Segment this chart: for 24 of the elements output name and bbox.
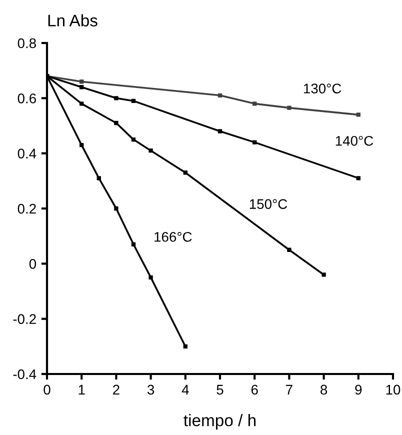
series-label: 140°C <box>336 136 374 146</box>
x-tick-label: 4 <box>182 384 189 394</box>
x-tick-label: 8 <box>320 384 328 395</box>
x-axis-title: tiempo / h <box>184 414 256 430</box>
y-tick-label: 0 <box>29 259 36 269</box>
x-tick-label: 1 <box>78 384 85 394</box>
x-tick-label: 5 <box>216 384 224 395</box>
x-tick-label: 3 <box>147 384 154 395</box>
y-tick-label: 0.2 <box>18 204 36 214</box>
series-label: 130°C <box>304 84 342 94</box>
x-tick-label: 0 <box>44 384 50 395</box>
y-tick-label: 0.4 <box>18 148 36 159</box>
x-tick-label: 2 <box>113 384 120 394</box>
x-tick-label: 6 <box>251 384 258 395</box>
series-label: 166°C <box>154 232 192 242</box>
y-tick-label: -0.4 <box>13 369 36 380</box>
x-tick-label: 7 <box>286 384 292 394</box>
y-axis-title: Ln Abs <box>48 14 98 26</box>
y-tick-label: 0.8 <box>18 38 36 48</box>
x-tick-label: 9 <box>355 384 362 395</box>
series-label: 150°C <box>250 199 288 209</box>
y-tick-label: -0.2 <box>13 314 36 324</box>
x-tick-label: 10 <box>386 384 400 395</box>
y-tick-label: 0.6 <box>18 94 36 104</box>
